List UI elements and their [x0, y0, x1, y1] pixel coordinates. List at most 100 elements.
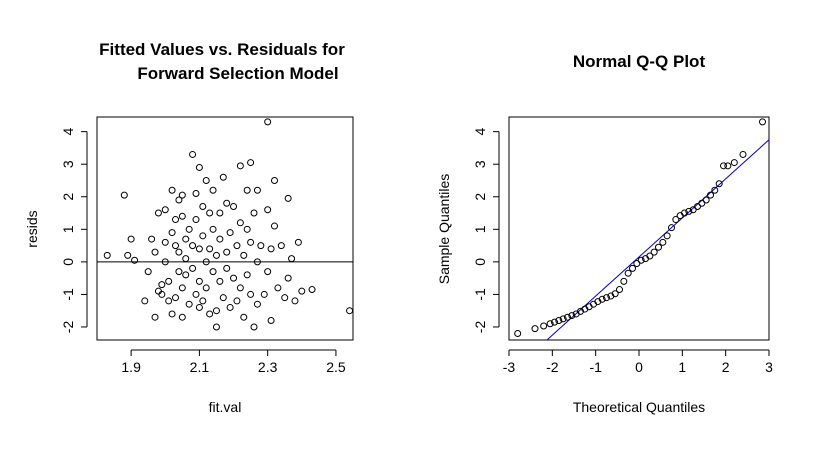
- residual-plot-point-23: [172, 242, 180, 250]
- qq-plot-point-28: [655, 243, 662, 251]
- residual-plot-point-103: [281, 294, 289, 302]
- residual-plot-point-54: [206, 245, 214, 253]
- residual-plot-point-89: [253, 186, 261, 194]
- residual-plot-point-96: [264, 268, 272, 276]
- residual-plot-point-10: [154, 209, 162, 217]
- residual-plot-point-31: [178, 313, 186, 321]
- residual-plot-point-39: [189, 264, 197, 272]
- residual-plot-title-line-1: Fitted Values vs. Residuals for: [99, 40, 345, 59]
- residual-plot-point-110: [308, 286, 316, 294]
- qq-plot-point-44: [724, 162, 732, 170]
- residual-plot-point-13: [158, 281, 166, 289]
- residual-plot-point-5: [141, 297, 149, 305]
- residual-plot-point-12: [158, 290, 166, 298]
- residual-plot-x-tick-label-3: 2.5: [326, 359, 346, 375]
- residual-plot-point-70: [226, 229, 234, 237]
- residual-plot-point-63: [216, 235, 224, 243]
- residual-plot-point-87: [250, 209, 258, 217]
- qq-plot-x-tick-label-2: -1: [589, 359, 602, 375]
- residual-plot-x-tick-label-1: 2.1: [190, 359, 210, 375]
- residual-plot-point-98: [267, 316, 275, 324]
- residual-plot-point-94: [264, 118, 272, 126]
- qq-plot-point-1: [531, 325, 539, 333]
- residual-plot-point-88: [250, 323, 258, 331]
- residual-plot-point-34: [182, 271, 190, 279]
- qq-plot-reference-line: [546, 139, 770, 341]
- residual-plot-point-30: [178, 284, 186, 292]
- residual-plot-point-73: [230, 274, 238, 282]
- residual-plot-point-77: [236, 219, 244, 227]
- residual-plot-point-48: [199, 232, 207, 240]
- qq-plot-point-2: [540, 322, 548, 330]
- residual-plot-point-79: [240, 251, 248, 259]
- residual-plot-point-91: [253, 300, 261, 308]
- residual-plot-point-51: [202, 258, 210, 266]
- qq-plot-point-42: [715, 180, 723, 188]
- residual-plot-point-24: [172, 294, 180, 302]
- qq-plot-point-16: [603, 294, 610, 302]
- residual-plot-point-66: [219, 294, 227, 302]
- qq-plot-point-4: [551, 318, 558, 326]
- qq-plot-x-tick-label-3: 0: [635, 359, 643, 375]
- residual-plot-point-93: [260, 290, 268, 298]
- residual-plot-point-27: [175, 268, 183, 276]
- residual-plot-y-tick-label-6: 4: [60, 128, 76, 136]
- residual-plot-point-37: [189, 150, 197, 158]
- residual-plot-point-8: [151, 248, 159, 256]
- residual-plot-y-tick-label-5: 3: [60, 160, 76, 168]
- qq-plot-point-20: [620, 277, 628, 285]
- residual-plot-point-78: [236, 284, 244, 292]
- residual-plot-point-29: [178, 212, 186, 220]
- residual-plot-point-65: [219, 173, 227, 181]
- residual-plot-point-81: [243, 186, 251, 194]
- residual-plot-point-40: [192, 190, 200, 198]
- qq-plot-point-47: [759, 118, 766, 126]
- qq-plot-point-36: [689, 206, 697, 214]
- residual-plot-point-16: [161, 258, 169, 266]
- qq-plot-frame: [508, 116, 770, 341]
- qq-plot-y-tick-label-5: 3: [472, 160, 488, 168]
- qq-plot-point-19: [616, 286, 623, 294]
- residual-plot-y-tick-label-2: 0: [60, 258, 76, 266]
- residual-plot-point-20: [168, 229, 176, 237]
- residual-plot-point-41: [192, 216, 200, 224]
- qq-plot-point-21: [624, 269, 632, 277]
- qq-plot-point-7: [564, 313, 571, 321]
- residual-plot-point-101: [274, 284, 282, 292]
- residual-plot-point-2: [124, 251, 132, 259]
- residual-plot-point-104: [284, 194, 292, 202]
- residual-plot-point-7: [148, 235, 156, 243]
- qq-plot-point-22: [629, 264, 636, 272]
- residual-plot-point-28: [178, 191, 186, 199]
- residual-plot-y-label: resids: [24, 210, 40, 247]
- qq-plot-x-tick-label-4: 1: [678, 359, 686, 375]
- residual-plot-point-107: [291, 297, 299, 305]
- residual-plot-point-100: [270, 222, 278, 230]
- qq-plot-point-32: [672, 216, 680, 224]
- residual-plot-point-46: [195, 303, 203, 311]
- qq-plot-y-tick-label-4: 2: [472, 193, 488, 201]
- residual-plot-point-92: [257, 242, 265, 250]
- qq-plot-point-37: [694, 203, 701, 211]
- qq-plot-y-tick-label-2: 0: [472, 258, 488, 266]
- qq-plot-x-tick-label-5: 2: [722, 359, 730, 375]
- residual-plot-point-22: [172, 216, 180, 224]
- qq-plot-point-23: [633, 259, 641, 267]
- residual-plot-point-0: [103, 251, 111, 259]
- residual-plot-point-58: [209, 268, 217, 276]
- residual-plot-point-9: [151, 313, 159, 321]
- residual-plot-point-102: [277, 242, 285, 250]
- qq-plot-y-axis: -2 -1 0 1 2 3 4: [472, 128, 500, 333]
- qq-plot-point-41: [711, 186, 719, 194]
- residual-plot-point-53: [206, 209, 214, 217]
- residual-plot-point-105: [284, 274, 292, 282]
- qq-plot-point-15: [598, 295, 606, 303]
- residual-plot-y-tick-label-4: 2: [60, 193, 76, 201]
- residual-plot-point-42: [192, 290, 200, 298]
- residual-plot-point-17: [165, 297, 173, 305]
- qq-plot-point-45: [730, 159, 738, 167]
- qq-plot-x-label: Theoretical Quantiles: [573, 399, 705, 415]
- residual-plot-point-35: [185, 225, 193, 233]
- qq-plot-title: Normal Q-Q Plot: [573, 52, 706, 71]
- qq-plot-point-0: [514, 329, 522, 337]
